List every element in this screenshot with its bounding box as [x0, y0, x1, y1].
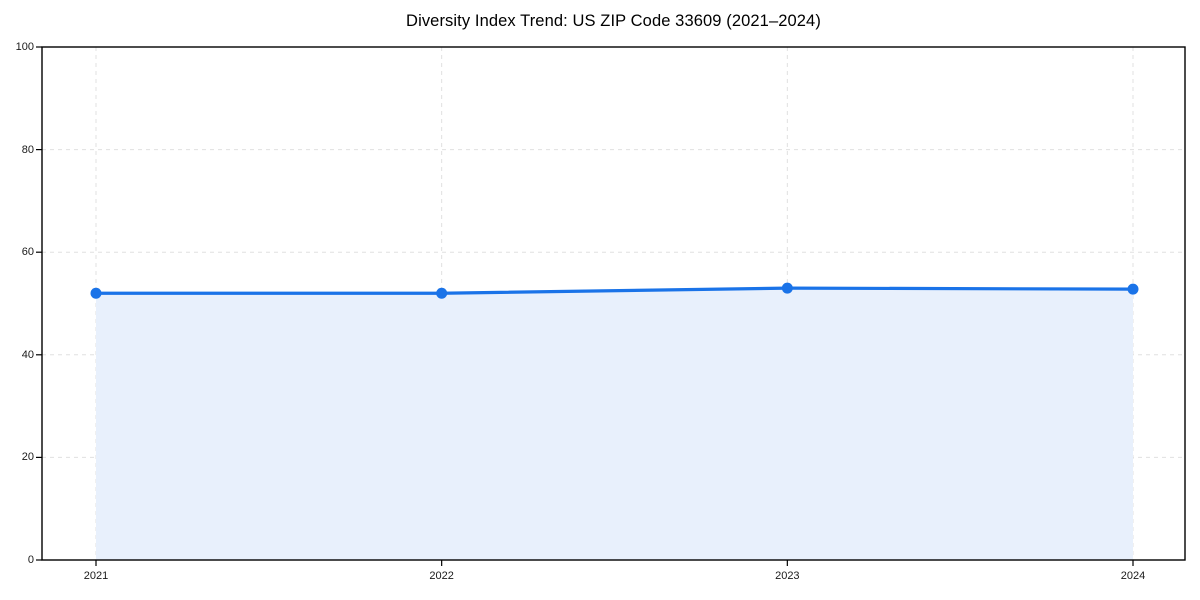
- data-point-marker: [781, 282, 793, 294]
- y-tick-label: 80: [21, 143, 34, 156]
- trend-line: [94, 286, 1135, 295]
- y-tick-label: 40: [21, 348, 34, 361]
- data-point-marker: [436, 287, 448, 299]
- data-point-marker: [90, 287, 102, 299]
- x-tick-label: 2023: [775, 570, 800, 582]
- x-tick-label: 2024: [1120, 570, 1146, 582]
- data-point-marker: [1127, 283, 1139, 295]
- chart-title: Diversity Index Trend: US ZIP Code 33609…: [406, 12, 821, 30]
- y-tick-label: 0: [27, 554, 34, 566]
- y-tick-label: 20: [21, 451, 34, 464]
- x-tick-label: 2022: [429, 570, 454, 582]
- y-tick-label: 60: [21, 246, 34, 259]
- area-fill: [96, 288, 1133, 560]
- plot-border: [41, 46, 1186, 561]
- x-tick-label: 2021: [83, 570, 109, 582]
- y-tick-label: 100: [15, 41, 34, 53]
